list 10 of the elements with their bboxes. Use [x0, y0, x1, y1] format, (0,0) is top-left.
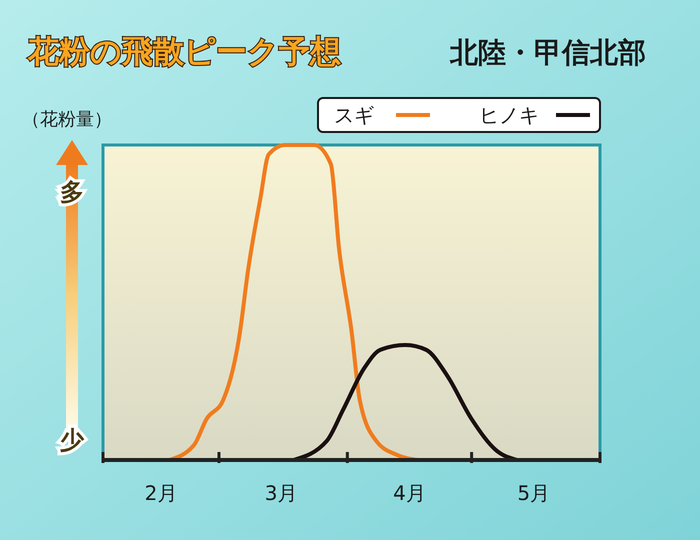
x-tick-label: 4月: [393, 481, 426, 505]
chart-title: 花粉の飛散ピーク予想: [27, 34, 341, 70]
legend-label: ヒノキ: [479, 103, 539, 127]
y-axis-title: （花粉量）: [22, 109, 112, 130]
x-tick-label: 5月: [517, 481, 550, 505]
x-tick-label: 3月: [264, 481, 298, 505]
text: 少: [60, 426, 85, 454]
x-tick-label: 2月: [144, 481, 178, 505]
legend-label: スギ: [334, 103, 374, 127]
chart-subtitle: 北陸・甲信北部: [449, 36, 646, 69]
